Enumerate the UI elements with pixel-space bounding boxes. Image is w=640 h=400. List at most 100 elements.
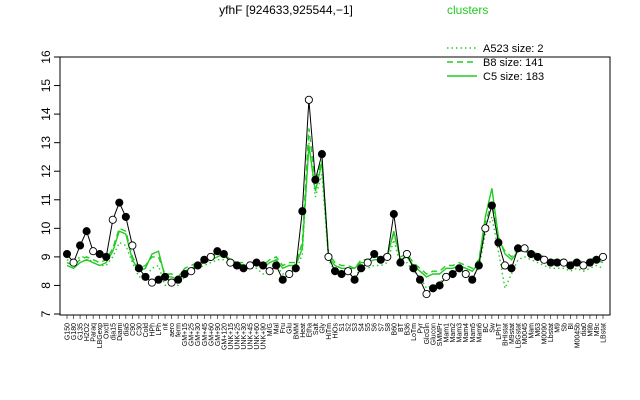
- x-tick-label: Gly: [319, 323, 326, 334]
- gene-point: [232, 261, 242, 270]
- gene-point: [298, 207, 307, 216]
- y-tick-label: 7: [39, 310, 53, 317]
- y-tick-label: 15: [39, 79, 53, 93]
- x-tick-label: M63: [535, 323, 542, 337]
- gene-point: [108, 215, 117, 224]
- x-tick-label: dia15: [110, 323, 117, 340]
- gene-point: [167, 278, 176, 287]
- x-tick-label: B60: [391, 323, 398, 336]
- x-tick-label: Mam6: [476, 323, 483, 343]
- x-axis: G150 G180 G135 H2O2 Paraq LBGexp Oxctl dia15 Dia…: [65, 315, 608, 350]
- x-tick-label: BHIstat: [502, 323, 509, 346]
- x-tick-label: S5: [365, 323, 372, 332]
- x-tick-label: S2: [346, 323, 353, 332]
- x-tick-label: Paraq: [91, 323, 98, 342]
- gene-point: [376, 255, 385, 264]
- x-tick-label: M0090: [542, 323, 549, 345]
- gene-point: [337, 269, 346, 279]
- x-tick-label: BC: [483, 323, 490, 333]
- legend: clusters A523 size: 2 B8 size: 141 C5 si…: [447, 3, 544, 83]
- gene-point: [82, 227, 91, 236]
- x-tick-label: GlcGln: [424, 323, 431, 345]
- gene-point: [448, 269, 457, 279]
- gene-point: [89, 247, 98, 256]
- x-tick-label: GM+90: [215, 323, 222, 346]
- x-tick-label: C90: [130, 323, 137, 336]
- gene-point: [304, 95, 313, 104]
- y-tick-label: 8: [39, 282, 53, 289]
- gene-point: [422, 289, 431, 299]
- x-tick-label: M0045b: [574, 323, 581, 348]
- gene-point: [141, 272, 150, 281]
- x-tick-label: S3: [352, 323, 359, 332]
- gene-point: [259, 261, 268, 270]
- gene-point: [245, 261, 255, 270]
- x-tick-label: Mam5: [470, 323, 477, 343]
- x-tick-label: GM+15: [182, 323, 189, 346]
- gene-point: [160, 272, 170, 281]
- x-tick-label: aero: [169, 323, 176, 337]
- x-tick-label: LPh: [156, 323, 163, 336]
- gene-point: [344, 267, 353, 276]
- y-tick-label: 11: [39, 193, 53, 206]
- x-tick-label: G180: [71, 323, 78, 340]
- gene-point: [396, 258, 405, 267]
- gene-point: [357, 264, 366, 273]
- x-tick-label: M9c: [594, 323, 601, 337]
- x-tick-label: HiOs: [333, 323, 340, 339]
- y-tick-label: 13: [39, 136, 53, 150]
- gene-point: [95, 249, 104, 259]
- gene-point: [154, 275, 163, 284]
- gene-point: [115, 198, 124, 207]
- x-tick-label: GM+45: [202, 323, 209, 346]
- x-tick-label: Lbstat: [548, 323, 555, 342]
- cluster-dotted-line: [66, 142, 604, 291]
- gene-point: [317, 150, 326, 159]
- x-tick-label: dia0: [581, 323, 588, 336]
- x-tick-label: Sw: [489, 322, 496, 333]
- x-tick-label: Diami: [117, 323, 124, 341]
- y-tick-label: 14: [39, 107, 53, 121]
- x-tick-label: Glu: [287, 323, 294, 334]
- x-tick-label: Mal: [274, 323, 281, 335]
- x-tick-label: nit: [163, 323, 170, 330]
- x-tick-label: LBGexp: [97, 323, 104, 348]
- gene-point: [494, 238, 503, 247]
- gene-point: [324, 252, 333, 261]
- gene-point: [468, 275, 477, 284]
- gene-point: [461, 269, 470, 279]
- x-tick-label: Mam1: [444, 323, 451, 343]
- gene-point: [187, 267, 196, 276]
- x-tick-label: B36: [404, 323, 411, 336]
- gene-point: [350, 275, 359, 284]
- gene-point: [121, 212, 130, 221]
- x-tick-label: LPhT: [496, 322, 503, 339]
- legend-title: clusters: [447, 3, 488, 17]
- gene-point: [520, 244, 529, 253]
- x-tick-label: Pyr: [417, 322, 424, 333]
- x-tick-label: LBGstat: [516, 323, 523, 348]
- gene-point: [69, 258, 78, 267]
- gene-point: [415, 275, 425, 284]
- gene-point: [76, 241, 85, 250]
- x-tick-label: Fru: [280, 323, 287, 334]
- gene-point: [62, 249, 72, 259]
- x-tick-label: UNK+45: [248, 323, 255, 350]
- gene-point: [585, 258, 594, 267]
- gene-point: [252, 258, 261, 267]
- x-tick-label: H2O2: [84, 323, 91, 341]
- gene-point: [572, 258, 581, 267]
- x-tick-label: S4: [359, 323, 366, 332]
- gene-point: [533, 252, 542, 261]
- gene-point: [389, 210, 398, 219]
- gene-point: [213, 247, 222, 256]
- x-tick-label: GM+30: [195, 323, 202, 346]
- gene-point: [402, 249, 411, 259]
- x-tick-label: ferm: [176, 323, 183, 337]
- y-tick-label: 12: [39, 164, 53, 178]
- x-tick-label: GM+60: [208, 323, 215, 346]
- gene-point: [428, 284, 438, 293]
- x-tick-label: M9: [555, 323, 562, 333]
- y-tick-label: 9: [39, 253, 53, 260]
- x-tick-label: S1: [339, 323, 346, 332]
